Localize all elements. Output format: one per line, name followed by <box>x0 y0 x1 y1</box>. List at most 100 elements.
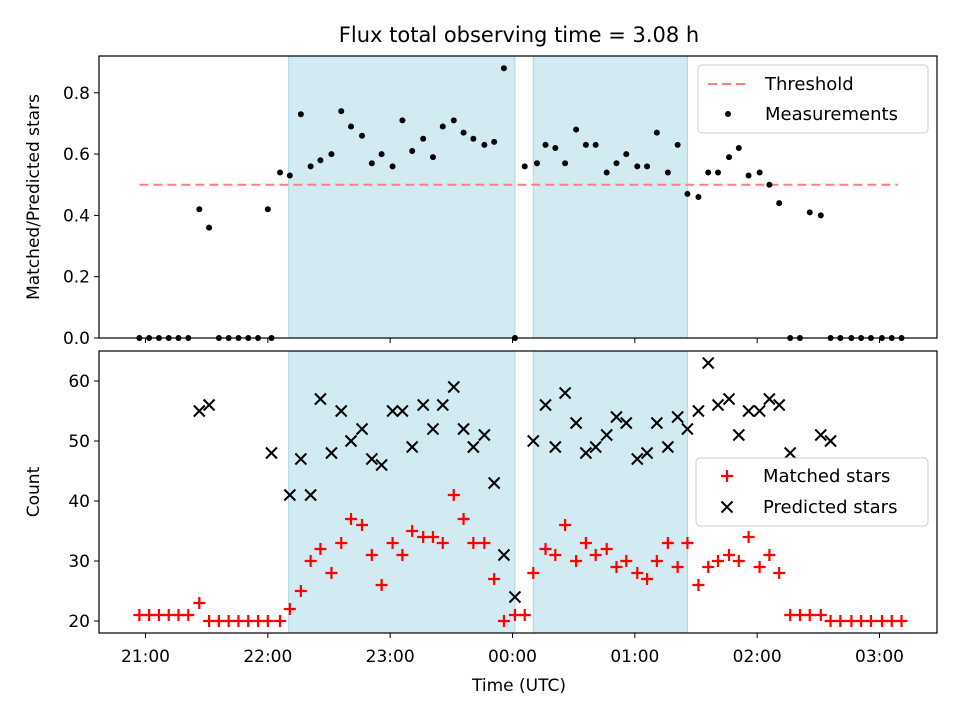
measurement-point <box>399 117 406 124</box>
measurement-point <box>613 160 620 167</box>
measurement-point <box>470 135 477 142</box>
predicted-star-point <box>558 386 572 400</box>
predicted-star-point <box>426 422 440 436</box>
bottom-panel: 20 30 40 50 60 21:00 22:00 23:00 00:00 01:00 02:00… <box>24 350 938 667</box>
measurement-point <box>623 151 630 158</box>
measurement-point <box>776 200 783 207</box>
measurement-point <box>368 160 375 167</box>
predicted-star-point <box>600 428 613 442</box>
x-tick-label: 01:00 <box>610 647 659 667</box>
matched-star-point <box>314 543 327 555</box>
y-tick-label: 0.0 <box>63 329 90 349</box>
predicted-star-point <box>365 452 379 466</box>
predicted-star-point <box>711 398 725 412</box>
predicted-star-point <box>375 458 388 472</box>
matched-star-point <box>631 567 644 579</box>
matched-star-point <box>671 561 684 573</box>
matched-star-point <box>365 549 378 561</box>
measurement-point <box>521 163 528 170</box>
measurement-point <box>634 163 641 170</box>
measurement-point <box>817 212 824 219</box>
measurement-point <box>317 157 324 164</box>
matched-star-point <box>283 603 296 615</box>
legend-measurement-marker <box>725 111 731 117</box>
predicted-star-point <box>396 404 409 418</box>
measurement-point <box>450 117 457 124</box>
matched-star-point <box>436 537 449 549</box>
predicted-star-point <box>405 440 419 454</box>
matched-star-point <box>325 567 338 579</box>
predicted-star-point <box>702 356 715 370</box>
matched-star-point <box>375 579 388 591</box>
matched-star-point <box>345 513 358 525</box>
y-tick-label: 20 <box>68 612 90 632</box>
measurement-point <box>582 141 589 148</box>
measurement-point <box>745 172 752 179</box>
matched-star-point <box>650 555 663 567</box>
measurement-point <box>460 129 467 136</box>
matched-star-point <box>356 519 369 531</box>
predicted-star-point <box>640 446 654 460</box>
measurement-point <box>297 111 304 118</box>
matched-star-point <box>426 531 439 543</box>
predicted-star-point <box>589 440 602 454</box>
matched-star-point <box>692 579 705 591</box>
measurement-point <box>653 129 660 136</box>
measurement-point <box>806 209 813 216</box>
measurement-point <box>500 65 507 72</box>
matched-star-point <box>261 615 274 627</box>
measurement-point <box>409 148 416 155</box>
predicted-star-point <box>416 398 430 412</box>
predicted-star-point <box>265 446 278 460</box>
predicted-star-point <box>753 404 766 418</box>
x-axis-label: Time (UTC) <box>471 676 566 696</box>
x-tick-label: 23:00 <box>366 647 415 667</box>
measurement-point <box>542 141 549 148</box>
measurement-point <box>592 141 599 148</box>
measurement-point <box>726 154 733 161</box>
matched-star-point <box>335 537 348 549</box>
matched-star-point <box>681 537 694 549</box>
measurement-point <box>196 206 203 213</box>
matched-star-point <box>742 531 755 543</box>
predicted-star-point <box>742 404 755 418</box>
predicted-star-point <box>508 590 522 604</box>
measurement-point <box>378 151 385 158</box>
predicted-star-point <box>202 398 216 412</box>
matched-star-point <box>386 537 399 549</box>
observing-window <box>532 350 688 634</box>
measurement-point <box>439 123 446 130</box>
measurement-point <box>756 169 763 176</box>
y-axis-label: Matched/Predicted stars <box>24 94 44 300</box>
x-tick-label: 22:00 <box>243 647 292 667</box>
observing-window <box>288 350 516 634</box>
y-axis-label: Count <box>24 466 44 517</box>
predicted-star-point <box>783 446 797 460</box>
legend: Matched stars Predicted stars <box>695 457 929 527</box>
predicted-star-point <box>487 476 501 490</box>
matched-star-point <box>895 615 908 627</box>
predicted-star-point <box>661 440 675 454</box>
matched-star-point <box>518 609 531 621</box>
y-tick-label: 0.4 <box>63 206 90 226</box>
measurement-point <box>674 141 681 148</box>
matched-star-point <box>773 567 786 579</box>
predicted-star-point <box>314 392 327 406</box>
predicted-star-point <box>681 422 694 436</box>
matched-star-point <box>182 609 195 621</box>
measurement-point <box>603 169 610 176</box>
predicted-star-point <box>722 392 736 406</box>
matched-star-point <box>723 549 736 561</box>
predicted-star-point <box>478 428 491 442</box>
observing-window <box>288 55 516 339</box>
predicted-star-point <box>283 488 297 502</box>
measurement-point <box>644 163 651 170</box>
legend-label: Matched stars <box>763 466 890 487</box>
measurement-point <box>481 141 488 148</box>
matched-star-point <box>579 537 592 549</box>
measurement-point <box>766 181 773 188</box>
legend-label: Threshold <box>764 74 854 95</box>
measurement-point <box>420 135 427 142</box>
measurement-point <box>328 151 335 158</box>
